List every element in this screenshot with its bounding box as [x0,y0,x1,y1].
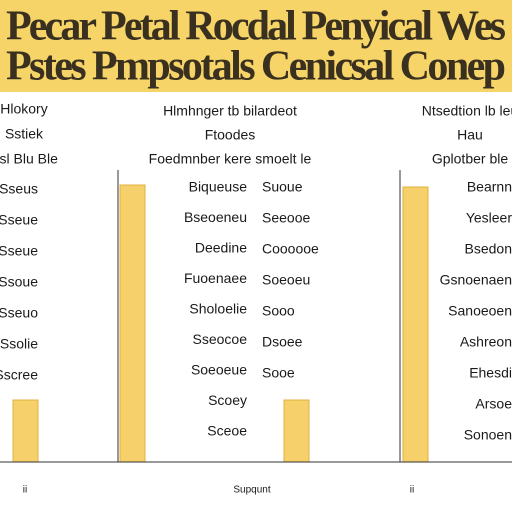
row-label: Sanoeoen [448,303,512,319]
row-label: Coooooe [262,241,319,257]
bar [119,184,146,463]
row-label: Sseocoe [193,331,248,347]
row-label: Ehesdi [469,365,512,381]
row-label: Sholoelie [189,301,247,317]
row-label: Sseuo [0,305,38,321]
row-label: Fuoenaee [184,270,247,286]
row-label: Arsoe [475,396,512,412]
bar [402,186,429,463]
row-label: Dsoee [262,334,303,350]
row-label: Bearnn [467,179,512,195]
column-header: Gplotber ble [432,151,508,167]
row-label: Yesleer [466,210,512,226]
row-label: Seeooe [262,210,310,226]
column-header: Hlokory [0,101,47,117]
column-header: Sstiek [5,126,44,142]
column-header: Ftoodes [205,127,256,143]
row-label: Sonoen [464,427,512,443]
row-label: Soeoeu [262,272,310,288]
row-label: Ashreon [460,334,512,350]
row-label: Ssolie [0,336,38,352]
row-label: Sseue [0,212,38,228]
row-label: Biqueuse [189,179,248,195]
footer-label: ii [23,485,27,496]
row-label: Ssoue [0,274,38,290]
footer-label: ii [410,485,414,496]
row-label: Deedine [195,240,247,256]
row-label: Scoey [208,392,247,408]
column-header: Foedmnber kere smoelt le [149,151,312,167]
title-line: Pstes Pmpsotals Cenicsal Conep [6,44,506,90]
footer-label: Supqunt [233,485,270,496]
row-label: Bsedon [465,241,512,257]
row-label: Suoue [262,179,303,195]
title-line: Pecar Petal Rocdal Penyical Wes [6,4,506,50]
row-label: Bseoeneu [184,209,247,225]
row-label: Sceoe [207,423,247,439]
column-header: Hau [457,127,483,143]
column-header: Hlmhnger tb bilardeot [163,103,297,119]
row-label: Sseue [0,243,38,259]
column-header: Ntsedtion lb leu [422,103,512,119]
bar [12,399,39,463]
column-header: Ssl Blu Ble [0,151,58,167]
row-label: Sseus [0,181,38,197]
row-label: Gsnoenaen [440,272,512,288]
bar [283,399,310,463]
row-label: Sooe [262,365,295,381]
row-label: Soeoeue [191,362,247,378]
banner [0,0,512,92]
row-label: Sooo [262,303,295,319]
row-label: Sscree [0,367,38,383]
